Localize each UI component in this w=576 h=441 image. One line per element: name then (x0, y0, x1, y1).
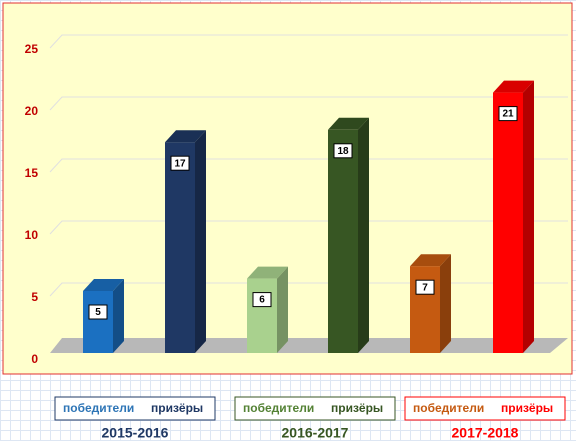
bar-top (165, 130, 206, 143)
bar-side (358, 117, 369, 353)
bar (165, 142, 195, 353)
bar-top (410, 254, 451, 267)
bar-side (523, 80, 534, 353)
legend-label: победители (63, 401, 134, 415)
bar (247, 278, 277, 353)
bar-side (195, 130, 206, 353)
legend-box (234, 396, 396, 421)
grid-line (49, 96, 568, 111)
legend-label: победители (243, 401, 314, 415)
y-tick-label: 5 (31, 290, 38, 304)
grid-line (49, 282, 568, 297)
legend-label: призёры (331, 401, 383, 415)
value-label-box (88, 304, 108, 320)
grid-line (49, 220, 568, 235)
bar-top (328, 117, 369, 130)
value-label-box (170, 155, 190, 171)
bar-top (493, 80, 534, 93)
grid-line (49, 34, 568, 49)
legend-box (54, 396, 216, 421)
legend-label: победители (413, 401, 484, 415)
value-label: 18 (337, 146, 349, 157)
value-label: 7 (422, 282, 428, 293)
bar-top (247, 266, 288, 279)
y-tick-label: 20 (25, 104, 39, 118)
value-label: 21 (502, 109, 514, 120)
floor (50, 338, 568, 353)
legend-label: призёры (151, 401, 203, 415)
legend-box (404, 396, 566, 421)
bar-side (277, 266, 288, 353)
value-label: 5 (95, 307, 101, 318)
value-label-box (333, 143, 353, 159)
bar-top (83, 279, 124, 291)
bar-side (440, 254, 451, 353)
value-label: 17 (174, 158, 186, 169)
y-tick-label: 0 (31, 352, 38, 366)
legend-label: призёры (501, 401, 553, 415)
x-tick-label: 2016-2017 (282, 425, 349, 441)
y-tick-label: 10 (25, 228, 39, 242)
bar-side (113, 279, 124, 353)
bar (328, 129, 358, 353)
y-tick-label: 15 (25, 166, 39, 180)
value-label-box (252, 292, 272, 308)
bar (410, 266, 440, 353)
bar (83, 291, 113, 353)
value-label: 6 (259, 295, 265, 306)
bar (493, 92, 523, 353)
value-label-box (498, 106, 518, 122)
x-tick-label: 2015-2016 (102, 425, 169, 441)
grid-line (49, 158, 568, 173)
x-tick-label: 2017-2018 (452, 425, 519, 441)
value-label-box (415, 279, 435, 295)
y-tick-label: 25 (25, 42, 39, 56)
